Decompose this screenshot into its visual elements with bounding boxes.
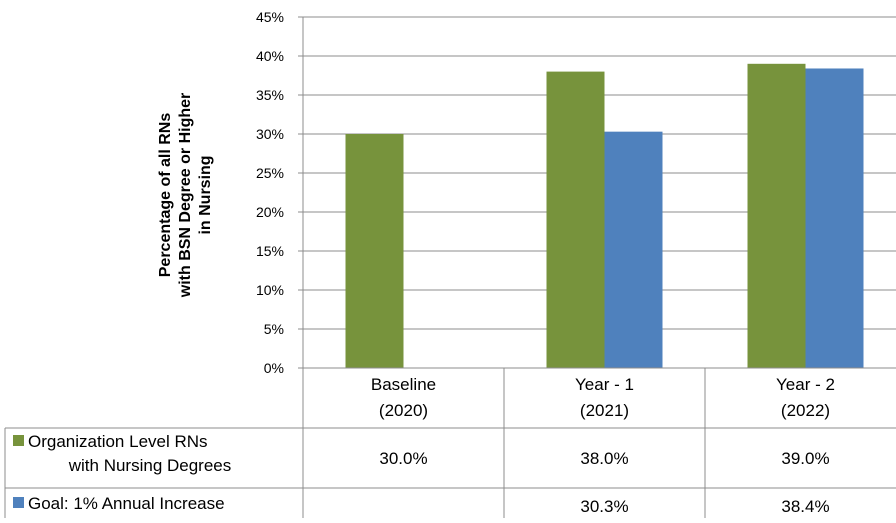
category-label: (2021) [580,401,629,420]
y-tick-label: 5% [264,321,284,337]
category-label: Baseline [371,375,436,394]
y-axis-title-line: with BSN Degree or Higher [177,93,194,298]
bar-organization [747,63,806,369]
y-tick-label: 25% [256,165,284,181]
y-axis-title-line: Percentage of all RNs [157,113,174,278]
y-tick-label: 35% [256,87,284,103]
data-label: 39.0% [781,449,829,468]
category-label: Year - 1 [575,375,634,394]
y-tick-label: 15% [256,243,284,259]
y-axis-title-line: in Nursing [197,155,214,234]
category-label: Year - 2 [776,375,835,394]
y-tick-label: 0% [264,360,284,376]
y-tick-label: 20% [256,204,284,220]
legend-label: Organization Level RNs [28,432,208,451]
data-label: 30.3% [580,497,628,516]
legend-swatch [13,497,24,508]
y-tick-label: 45% [256,9,284,25]
data-label: 38.0% [580,449,628,468]
y-tick-label: 30% [256,126,284,142]
bar-goal [805,68,864,368]
legend-label: with Nursing Degrees [68,456,232,475]
y-axis-title: Percentage of all RNs with BSN Degree or … [157,93,214,298]
category-label: (2020) [379,401,428,420]
y-tick-label: 10% [256,282,284,298]
data-label: 30.0% [379,449,427,468]
legend-swatch [13,435,24,446]
legend-label: Goal: 1% Annual Increase [28,494,225,513]
y-tick-label: 40% [256,48,284,64]
bar-organization [546,71,605,368]
bar-goal [604,131,663,368]
bar-organization [345,134,404,368]
data-label: 38.4% [781,497,829,516]
category-label: (2022) [781,401,830,420]
